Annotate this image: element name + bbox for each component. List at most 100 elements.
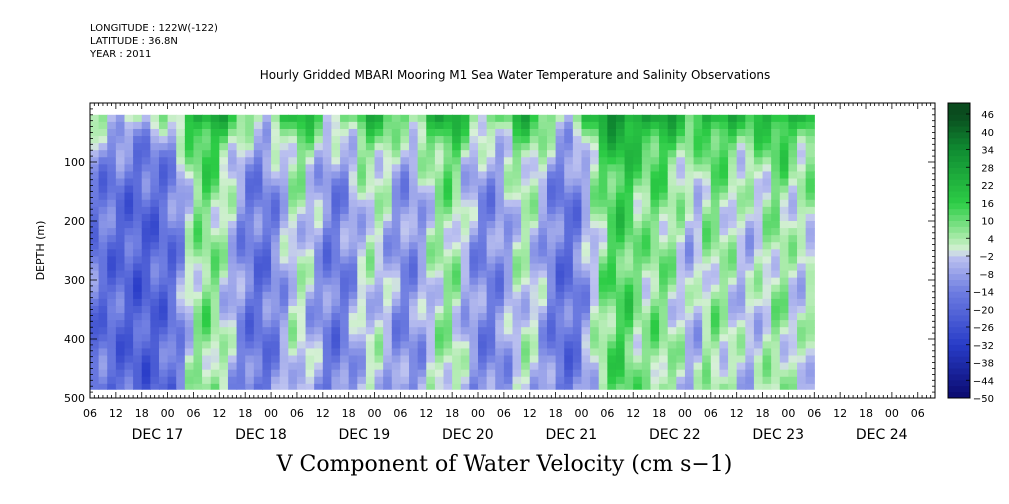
heatmap-cell [762, 327, 772, 335]
heatmap-cell [107, 199, 117, 208]
heatmap-cell [495, 150, 505, 158]
heatmap-cell [598, 235, 608, 243]
heatmap-cell [779, 136, 790, 144]
heatmap-cell [745, 206, 755, 215]
heatmap-cell [124, 376, 134, 385]
heatmap-cell [486, 199, 496, 208]
heatmap-cell [702, 320, 712, 328]
heatmap-cell [572, 221, 583, 229]
heatmap-cell [650, 235, 660, 243]
heatmap-cell [305, 355, 315, 364]
heatmap-cell [469, 178, 479, 187]
heatmap-cell [667, 143, 677, 151]
heatmap-cell [348, 256, 358, 265]
heatmap-cell [141, 242, 151, 250]
heatmap-cell [90, 185, 100, 194]
heatmap-cell [753, 362, 764, 371]
heatmap-cell [279, 348, 289, 357]
heatmap-cell [184, 291, 195, 300]
heatmap-cell [546, 150, 557, 158]
heatmap-cell [555, 157, 565, 165]
heatmap-cell [676, 228, 686, 236]
heatmap-cell [296, 221, 307, 229]
heatmap-cell [271, 150, 281, 158]
heatmap-cell [322, 369, 333, 378]
heatmap-cell [460, 185, 470, 194]
heatmap-cell [797, 277, 807, 286]
heatmap-cell [452, 150, 462, 158]
heatmap-cell [779, 228, 790, 236]
heatmap-cell [383, 136, 393, 144]
heatmap-cell [141, 143, 151, 151]
heatmap-cell [434, 284, 445, 293]
heatmap-cell [219, 291, 229, 300]
heatmap-cell [227, 206, 238, 215]
heatmap-cell [322, 277, 333, 286]
heatmap-cell [348, 242, 358, 250]
heatmap-cell [150, 228, 160, 236]
heatmap-cell [469, 228, 479, 236]
heatmap-cell [150, 298, 160, 307]
heatmap-cell [279, 128, 289, 137]
heatmap-cell [133, 249, 143, 257]
heatmap-cell [365, 164, 376, 173]
heatmap-cell [615, 334, 626, 342]
heatmap-cell [400, 185, 410, 194]
heatmap-cell [365, 171, 376, 180]
heatmap-cell [469, 221, 479, 229]
heatmap-cell [771, 143, 781, 151]
heatmap-cell [650, 355, 660, 364]
heatmap-cell [633, 320, 643, 328]
heatmap-cell [684, 206, 695, 215]
heatmap-cell [245, 376, 255, 385]
heatmap-cell [150, 157, 160, 165]
heatmap-cell [141, 305, 151, 314]
heatmap-cell [452, 327, 462, 335]
heatmap-cell [762, 185, 772, 194]
heatmap-cell [478, 185, 488, 194]
heatmap-cell [227, 305, 238, 314]
heatmap-cell [452, 277, 462, 286]
heatmap-cell [633, 199, 643, 208]
heatmap-cell [391, 185, 402, 194]
heatmap-cell [340, 334, 350, 342]
heatmap-cell [202, 256, 212, 265]
heatmap-cell [546, 128, 557, 137]
heatmap-cell [374, 369, 384, 378]
heatmap-cell [340, 192, 350, 201]
heatmap-cell [521, 305, 531, 314]
heatmap-cell [736, 291, 746, 300]
heatmap-cell [176, 376, 186, 385]
heatmap-cell [797, 348, 807, 357]
heatmap-cell [762, 114, 772, 123]
heatmap-cell [417, 164, 427, 173]
heatmap-cell [227, 199, 238, 208]
colorbar-bin [948, 108, 970, 116]
heatmap-cell [236, 143, 246, 151]
heatmap-cell [305, 199, 315, 208]
heatmap-cell [115, 164, 126, 173]
heatmap-cell [719, 185, 729, 194]
heatmap-cell [314, 355, 324, 364]
heatmap-cell [684, 192, 695, 201]
heatmap-cell [219, 164, 229, 173]
heatmap-cell [253, 128, 264, 137]
heatmap-cell [322, 270, 333, 279]
heatmap-cell [555, 121, 565, 130]
heatmap-cell [133, 362, 143, 371]
heatmap-cell [124, 143, 134, 151]
heatmap-cell [133, 192, 143, 201]
heatmap-cell [693, 121, 703, 130]
heatmap-cell [693, 263, 703, 272]
colorbar-label: 46 [981, 110, 994, 121]
heatmap-cell [728, 305, 738, 314]
heatmap-cell [107, 263, 117, 272]
heatmap-cell [271, 164, 281, 173]
heatmap-cell [753, 291, 764, 300]
heatmap-cell [788, 178, 798, 187]
heatmap-cell [322, 298, 333, 307]
heatmap-cell [141, 320, 151, 328]
heatmap-cell [572, 383, 583, 390]
heatmap-cell [288, 114, 298, 123]
heatmap-cell [184, 305, 195, 314]
